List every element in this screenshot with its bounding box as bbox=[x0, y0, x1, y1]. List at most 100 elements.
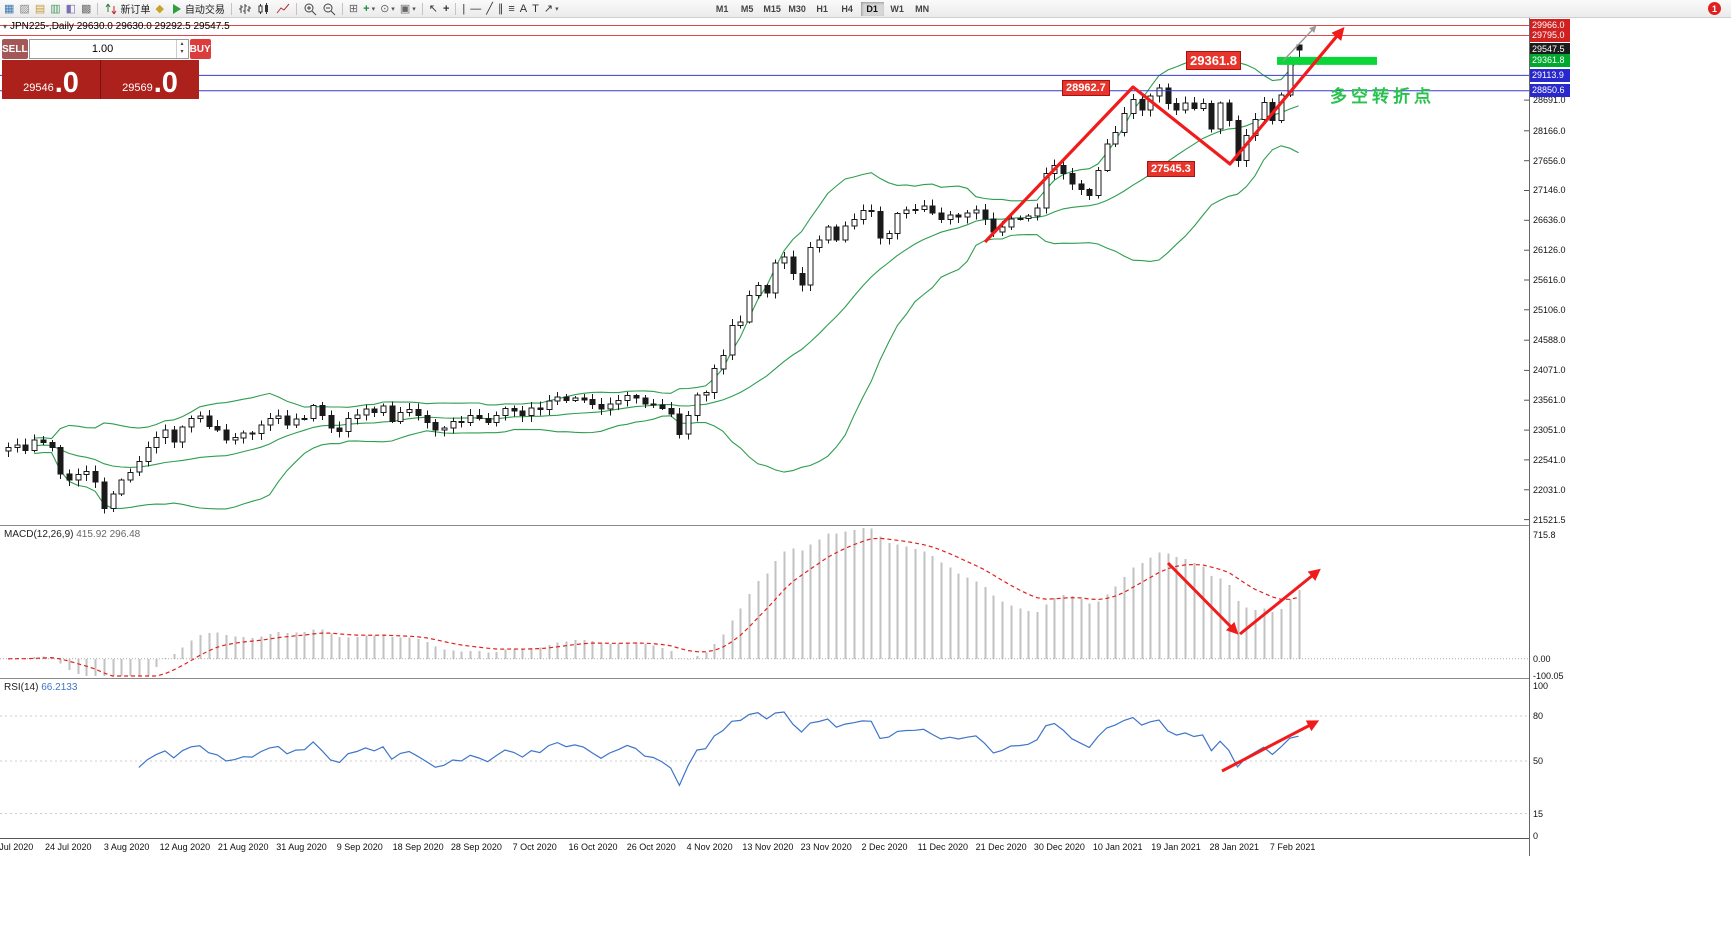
label-button[interactable]: T bbox=[530, 1, 541, 17]
crosshair-icon: + bbox=[442, 2, 450, 15]
tile-windows-button[interactable]: ⊞ bbox=[347, 1, 360, 17]
price-tick: 22031.0 bbox=[1533, 484, 1566, 495]
toolbar-separator bbox=[455, 2, 457, 15]
templates-button[interactable]: ▣ ▾ bbox=[398, 1, 418, 17]
volume-down-button[interactable]: ▾ bbox=[180, 49, 184, 55]
sell-price-pips: .0 bbox=[54, 67, 79, 99]
new-chart-button[interactable]: ▦ bbox=[2, 1, 16, 17]
fibonacci-button[interactable]: ≡ bbox=[506, 1, 516, 17]
rsi-axis-tick: 0 bbox=[1533, 831, 1539, 841]
horizontal-line-button[interactable]: — bbox=[468, 1, 483, 17]
trend-arrow-macd-down[interactable] bbox=[1166, 561, 1239, 635]
symbol-ohlc-text: JPN225-,Daily 29630.0 29630.0 29292.5 29… bbox=[10, 21, 230, 32]
date-label: 30 Dec 2020 bbox=[1033, 842, 1085, 852]
date-label: 19 Jan 2021 bbox=[1151, 842, 1201, 852]
crosshair-button[interactable]: + bbox=[441, 1, 451, 17]
price-tag: 28850.6 bbox=[1530, 84, 1570, 98]
zoom-in-button[interactable] bbox=[301, 1, 319, 17]
periods-icon: ⊙ bbox=[380, 2, 390, 15]
date-label: 21 Aug 2020 bbox=[217, 842, 269, 852]
data-window-icon: ▥ bbox=[50, 2, 61, 15]
gray-arrow[interactable] bbox=[1282, 25, 1317, 62]
price-tick: 24588.0 bbox=[1533, 335, 1566, 346]
vertical-line-button[interactable]: | bbox=[460, 1, 467, 17]
indicators-button[interactable]: + ▾ bbox=[361, 1, 377, 17]
date-label: 9 Sep 2020 bbox=[336, 842, 383, 852]
autotrading-button[interactable]: 自动交易 bbox=[167, 1, 227, 17]
arrows-icon: ↗ bbox=[543, 2, 554, 15]
sell-button[interactable]: SELL bbox=[2, 39, 28, 59]
bollinger-lower-band bbox=[34, 145, 1299, 510]
navigator-button[interactable]: ◧ bbox=[64, 1, 78, 17]
line-chart-button[interactable] bbox=[274, 1, 292, 17]
price-tag: 29547.5 bbox=[1530, 43, 1570, 57]
timeframe-mn-button[interactable]: MN bbox=[915, 3, 930, 14]
date-label: 12 Aug 2020 bbox=[159, 842, 211, 852]
text-button[interactable]: A bbox=[518, 1, 529, 17]
collapse-panel-icon[interactable]: ▾ bbox=[3, 22, 8, 31]
quote-line: ▾ JPN225-,Daily 29630.0 29630.0 29292.5 … bbox=[3, 21, 230, 32]
volume-box: ▴ ▾ bbox=[28, 39, 189, 59]
price-tick: 27146.0 bbox=[1533, 185, 1566, 196]
buy-button[interactable]: BUY bbox=[189, 39, 211, 59]
timeframe-w1-button[interactable]: W1 bbox=[890, 3, 904, 14]
date-label: 11 Dec 2020 bbox=[917, 842, 968, 852]
price-tick: 25616.0 bbox=[1533, 275, 1566, 285]
bars-icon bbox=[238, 3, 251, 14]
periods-button[interactable]: ⊙ ▾ bbox=[378, 1, 397, 17]
terminal-button[interactable]: ▩ bbox=[79, 1, 93, 17]
metaeditor-button[interactable]: ◆ bbox=[153, 1, 165, 17]
rsi-title: RSI(14) bbox=[4, 682, 39, 693]
buy-price-display[interactable]: 29569.0 bbox=[101, 60, 199, 99]
timeframe-h1-button[interactable]: H1 bbox=[816, 3, 828, 14]
rsi-label: RSI(14) 66.2133 bbox=[4, 682, 77, 693]
annotation-price-high2: 29361.8 bbox=[1186, 51, 1241, 70]
price-tag: 29795.0 bbox=[1530, 29, 1570, 42]
rsi-line bbox=[138, 711, 1299, 787]
channel-button[interactable]: ∥ bbox=[496, 1, 506, 17]
date-label: 3 Aug 2020 bbox=[103, 842, 150, 852]
buy-price-main: 29569 bbox=[122, 82, 153, 94]
price-tag: 29113.9 bbox=[1530, 68, 1570, 82]
trendline-button[interactable]: ╱ bbox=[484, 1, 495, 17]
timeframe-m30-button[interactable]: M30 bbox=[788, 3, 806, 14]
market-watch-icon: ▤ bbox=[34, 2, 46, 15]
trend-arrow-rsi-up[interactable] bbox=[1221, 720, 1320, 773]
rsi-axis-tick: 50 bbox=[1533, 756, 1544, 766]
cursor-button[interactable]: ↖ bbox=[427, 1, 440, 17]
trend-arrow-main[interactable] bbox=[983, 27, 1345, 244]
profiles-button[interactable]: ▨ bbox=[17, 1, 31, 17]
market-watch-button[interactable]: ▤ bbox=[33, 1, 47, 17]
date-label: 2 Dec 2020 bbox=[861, 842, 908, 852]
notification-badge[interactable]: 1 bbox=[1708, 2, 1721, 15]
zoom-out-button[interactable] bbox=[320, 1, 338, 17]
chevron-down-icon: ▾ bbox=[555, 5, 559, 13]
sell-price-display[interactable]: 29546.0 bbox=[2, 60, 101, 99]
timeframe-h4-button[interactable]: H4 bbox=[841, 3, 853, 14]
trend-arrow-macd-up[interactable] bbox=[1239, 568, 1321, 636]
chart-canvas[interactable] bbox=[0, 18, 1529, 856]
timeframe-m5-button[interactable]: M5 bbox=[740, 3, 754, 14]
macd-axis-tick: 715.8 bbox=[1533, 529, 1556, 540]
bars-button[interactable] bbox=[236, 1, 254, 17]
date-label: 31 Aug 2020 bbox=[276, 842, 327, 852]
volume-up-button[interactable]: ▴ bbox=[180, 41, 184, 47]
price-tick: 25106.0 bbox=[1533, 304, 1566, 315]
new-order-label: 新订单 bbox=[120, 5, 151, 16]
price-axis[interactable]: 28691.0 28166.0 27656.0 27146.0 26636.0 26126… bbox=[1529, 18, 1570, 856]
trendline-icon: ╱ bbox=[486, 2, 493, 15]
arrows-button[interactable]: ↗ ▾ bbox=[542, 1, 561, 17]
annotation-price-high1: 28962.7 bbox=[1062, 80, 1110, 96]
price-tag: 29966.0 bbox=[1530, 18, 1570, 32]
timeframe-m1-button[interactable]: M1 bbox=[715, 3, 729, 14]
tile-windows-icon: ⊞ bbox=[348, 2, 359, 15]
candles-button[interactable] bbox=[255, 1, 273, 17]
timeframe-d1-button[interactable]: D1 bbox=[860, 1, 884, 16]
time-axis[interactable]: 15 Jul 2020 24 Jul 2020 3 Aug 2020 12 Aug 2… bbox=[0, 839, 1529, 856]
data-window-button[interactable]: ▥ bbox=[48, 1, 62, 17]
new-order-button[interactable]: 新订单 bbox=[102, 1, 152, 17]
timeframe-m15-button[interactable]: M15 bbox=[763, 3, 781, 14]
volume-input[interactable] bbox=[29, 40, 176, 58]
price-tick: 26636.0 bbox=[1533, 215, 1566, 226]
new-chart-icon: ▦ bbox=[4, 2, 15, 15]
